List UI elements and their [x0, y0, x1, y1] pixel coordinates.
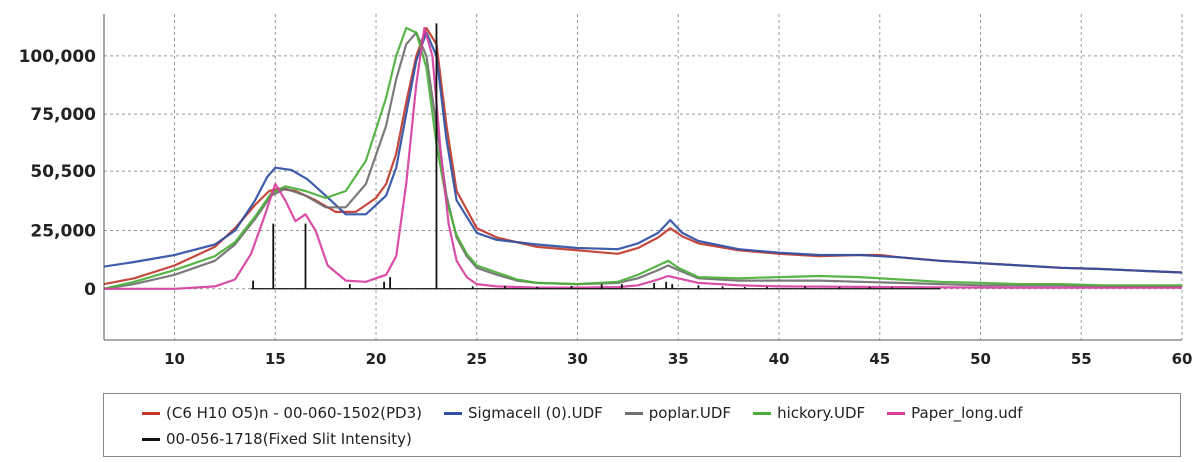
legend-item-sigmacell: Sigmacell (0).UDF — [444, 404, 603, 422]
legend-item-hickory: hickory.UDF — [753, 404, 865, 422]
legend-item-pd3: (C6 H10 O5)n - 00-060-1502(PD3) — [142, 404, 422, 422]
y-tick-label: 50,500 — [30, 162, 96, 182]
legend-item-fixed-slit: 00-056-1718(Fixed Slit Intensity) — [142, 430, 412, 448]
x-tick-label: 10 — [164, 350, 185, 368]
legend-label-sigmacell: Sigmacell (0).UDF — [468, 404, 603, 422]
x-tick-label: 35 — [668, 350, 689, 368]
legend-swatch-poplar — [624, 411, 643, 415]
legend: (C6 H10 O5)n - 00-060-1502(PD3) Sigmacel… — [103, 393, 1181, 457]
x-tick-label: 15 — [265, 350, 286, 368]
x-tick-label: 60 — [1172, 350, 1193, 368]
x-tick-label: 45 — [869, 350, 890, 368]
legend-swatch-hickory — [753, 411, 772, 415]
legend-swatch-sigmacell — [444, 411, 462, 415]
legend-label-paper-long: Paper_long.udf — [911, 404, 1023, 422]
legend-label-pd3: (C6 H10 O5)n - 00-060-1502(PD3) — [166, 404, 422, 422]
legend-label-hickory: hickory.UDF — [777, 404, 866, 422]
x-tick-label: 30 — [567, 350, 588, 368]
series-line-sigmacell-0-udf — [104, 31, 1182, 274]
y-tick-label: 100,000 — [19, 47, 97, 67]
plot-area — [104, 14, 1182, 340]
series-line-poplar-udf — [104, 31, 1182, 290]
x-tick-label: 25 — [466, 350, 487, 368]
legend-swatch-fixed-slit — [142, 437, 160, 441]
legend-swatch-paper-long — [887, 411, 906, 415]
legend-label-poplar: poplar.UDF — [648, 404, 732, 422]
legend-row-1: (C6 H10 O5)n - 00-060-1502(PD3) Sigmacel… — [142, 400, 1180, 426]
x-tick-label: 20 — [366, 350, 387, 368]
series-group — [104, 23, 1182, 290]
x-tick-label: 50 — [970, 350, 991, 368]
legend-item-paper-long: Paper_long.udf — [887, 404, 1023, 422]
x-tick-label: 55 — [1071, 350, 1092, 368]
y-axis-ticks: 0 25,000 50,500 75,000 100,000 — [19, 47, 97, 300]
x-tick-label: 40 — [769, 350, 790, 368]
y-tick-label: 0 — [84, 280, 96, 300]
legend-swatch-pd3 — [142, 411, 160, 415]
legend-item-poplar: poplar.UDF — [624, 404, 732, 422]
legend-row-2: 00-056-1718(Fixed Slit Intensity) — [142, 426, 1180, 452]
y-tick-label: 75,000 — [30, 105, 96, 125]
y-tick-label: 25,000 — [30, 222, 96, 242]
x-axis-ticks: 10 15 20 25 30 35 40 45 50 55 60 — [164, 350, 1192, 368]
legend-label-fixed-slit: 00-056-1718(Fixed Slit Intensity) — [166, 430, 412, 448]
series-line-hickory-udf — [104, 26, 1182, 290]
